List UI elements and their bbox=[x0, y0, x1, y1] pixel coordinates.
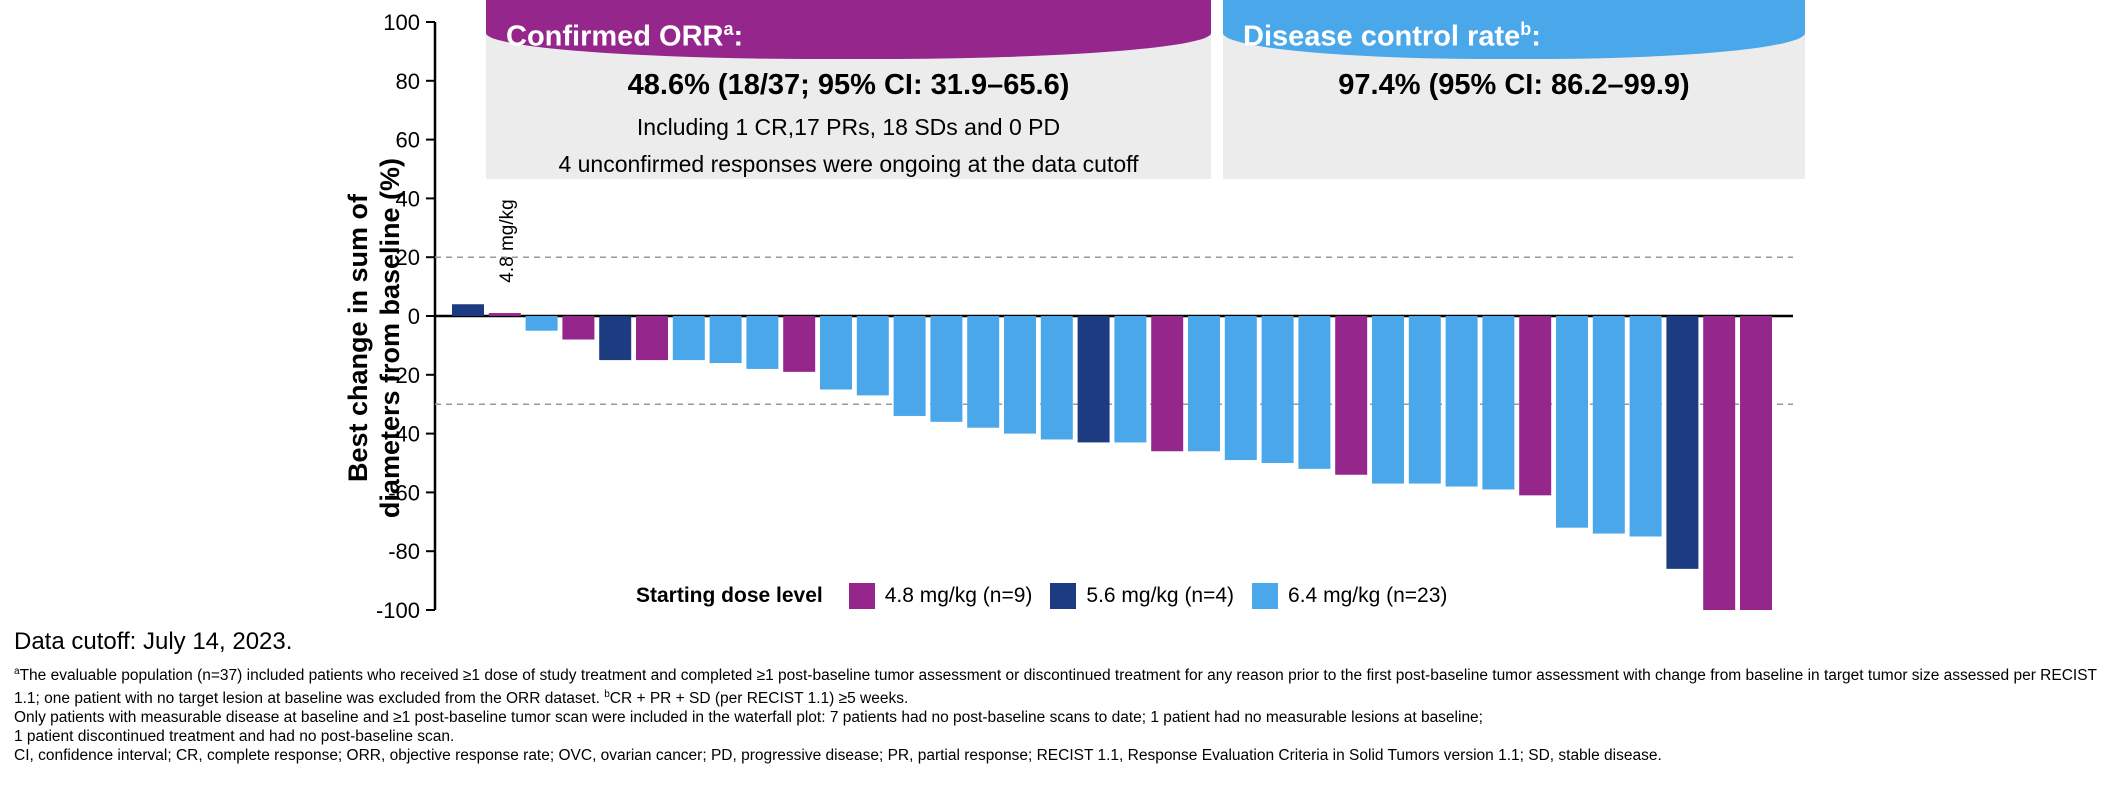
waterfall-bar bbox=[525, 316, 558, 331]
y-axis-title: Best change in sum of diameters from bas… bbox=[342, 128, 406, 548]
waterfall-bar bbox=[930, 316, 963, 422]
waterfall-bar bbox=[1372, 316, 1404, 484]
waterfall-bar bbox=[1188, 316, 1220, 452]
footer: Data cutoff: July 14, 2023. aThe evaluab… bbox=[14, 628, 2114, 765]
legend-title: Starting dose level bbox=[636, 584, 823, 607]
waterfall-bar bbox=[1151, 316, 1184, 452]
waterfall-bar bbox=[1445, 316, 1478, 487]
dcr-value: 97.4% (95% CI: 86.2–99.9) bbox=[1338, 69, 1690, 101]
y-tick-label: -60 bbox=[388, 480, 420, 505]
confirmed-orr-box: Confirmed ORRa: 48.6% (18/37; 95% CI: 31… bbox=[486, 0, 1211, 179]
disease-control-rate-box: Disease control rateb: 97.4% (95% CI: 86… bbox=[1223, 0, 1805, 179]
waterfall-bar bbox=[488, 313, 521, 316]
waterfall-bar bbox=[820, 316, 852, 390]
y-tick-label: 20 bbox=[396, 245, 420, 270]
waterfall-bar bbox=[1335, 316, 1368, 475]
legend-label-5-6: 5.6 mg/kg (n=4) bbox=[1086, 584, 1235, 607]
y-tick-label: 60 bbox=[396, 128, 420, 153]
y-tick-label: -100 bbox=[376, 598, 420, 623]
legend-swatch-6-4 bbox=[1252, 583, 1279, 609]
waterfall-bar bbox=[1298, 316, 1331, 469]
waterfall-bar bbox=[967, 316, 1000, 428]
dcr-header: Disease control rateb: bbox=[1223, 0, 1805, 59]
waterfall-bar bbox=[1077, 316, 1110, 443]
legend-label-6-4: 6.4 mg/kg (n=23) bbox=[1288, 584, 1448, 607]
legend-swatch-4-8 bbox=[848, 583, 875, 609]
y-tick-label: 40 bbox=[396, 186, 420, 211]
y-tick-label: 100 bbox=[383, 10, 420, 35]
confirmed-orr-unconfirmed-note: 4 unconfirmed responses were ongoing at … bbox=[558, 151, 1139, 177]
legend-swatch-5-6 bbox=[1050, 583, 1077, 609]
footnote-waterfall-note: Only patients with measurable disease at… bbox=[14, 709, 1483, 727]
footnote-discontinued: 1 patient discontinued treatment and had… bbox=[14, 728, 455, 746]
data-cutoff: Data cutoff: July 14, 2023. bbox=[14, 628, 293, 655]
footnote-abbreviations: CI, confidence interval; CR, complete re… bbox=[14, 747, 1662, 765]
confirmed-orr-title: Confirmed ORR bbox=[506, 20, 724, 53]
y-tick-label: -20 bbox=[388, 363, 420, 388]
footnote-b-text: CR + PR + SD (per RECIST 1.1) ≥5 weeks. bbox=[609, 690, 909, 708]
y-axis-title-line1: Best change in sum of bbox=[343, 193, 373, 483]
waterfall-bar bbox=[1261, 316, 1294, 463]
confirmed-orr-header: Confirmed ORRa: bbox=[486, 0, 1211, 59]
waterfall-bar bbox=[1703, 316, 1736, 610]
bar-annotation-label: 4.8 mg/kg bbox=[497, 199, 518, 283]
confirmed-orr-colon: : bbox=[733, 20, 744, 53]
dcr-colon: : bbox=[1531, 20, 1541, 53]
confirmed-orr-footnote-mark: a bbox=[723, 19, 734, 39]
y-tick-label: 0 bbox=[408, 304, 420, 329]
waterfall-bar bbox=[1114, 316, 1147, 443]
bars bbox=[452, 304, 1772, 610]
confirmed-orr-value: 48.6% (18/37; 95% CI: 31.9–65.6) bbox=[627, 69, 1070, 101]
footnote-b-mark: b bbox=[604, 689, 610, 701]
dcr-footnote-mark: b bbox=[1520, 19, 1532, 39]
waterfall-bar bbox=[856, 316, 889, 396]
waterfall-bar bbox=[636, 316, 668, 361]
waterfall-bar bbox=[672, 316, 705, 361]
waterfall-bar bbox=[1740, 316, 1772, 610]
waterfall-bar bbox=[1592, 316, 1625, 534]
waterfall-bar bbox=[562, 316, 595, 340]
y-tick-label: -80 bbox=[388, 539, 420, 564]
confirmed-orr-breakdown: Including 1 CR,17 PRs, 18 SDs and 0 PD bbox=[636, 114, 1061, 140]
y-tick-label: -40 bbox=[388, 422, 420, 447]
waterfall-bar bbox=[1482, 316, 1515, 490]
legend-label-4-8: 4.8 mg/kg (n=9) bbox=[884, 584, 1033, 607]
waterfall-bar bbox=[1224, 316, 1257, 461]
waterfall-bar bbox=[709, 316, 742, 364]
dcr-title: Disease control rate bbox=[1243, 20, 1521, 53]
waterfall-bar bbox=[1040, 316, 1073, 440]
waterfall-bar bbox=[452, 304, 484, 316]
y-tick-label: 80 bbox=[396, 69, 420, 94]
legend: Starting dose level 4.8 mg/kg (n=9) 5.6 … bbox=[636, 581, 1465, 611]
waterfall-bar bbox=[1629, 316, 1662, 537]
waterfall-bar bbox=[783, 316, 816, 372]
waterfall-bar bbox=[893, 316, 926, 416]
waterfall-bar bbox=[1556, 316, 1588, 528]
y-axis-title-line2: diameters from baseline (%) bbox=[375, 157, 405, 519]
waterfall-bar bbox=[1519, 316, 1552, 496]
waterfall-bar bbox=[1004, 316, 1036, 434]
footnote-a-mark: a bbox=[14, 666, 20, 677]
waterfall-bar bbox=[1408, 316, 1441, 484]
footnote-a: aThe evaluable population (n=37) include… bbox=[14, 662, 2114, 708]
waterfall-bar bbox=[1666, 316, 1699, 569]
footnote-a-text: The evaluable population (n=37) included… bbox=[14, 667, 2097, 708]
waterfall-bar bbox=[746, 316, 779, 369]
waterfall-bar bbox=[599, 316, 632, 361]
